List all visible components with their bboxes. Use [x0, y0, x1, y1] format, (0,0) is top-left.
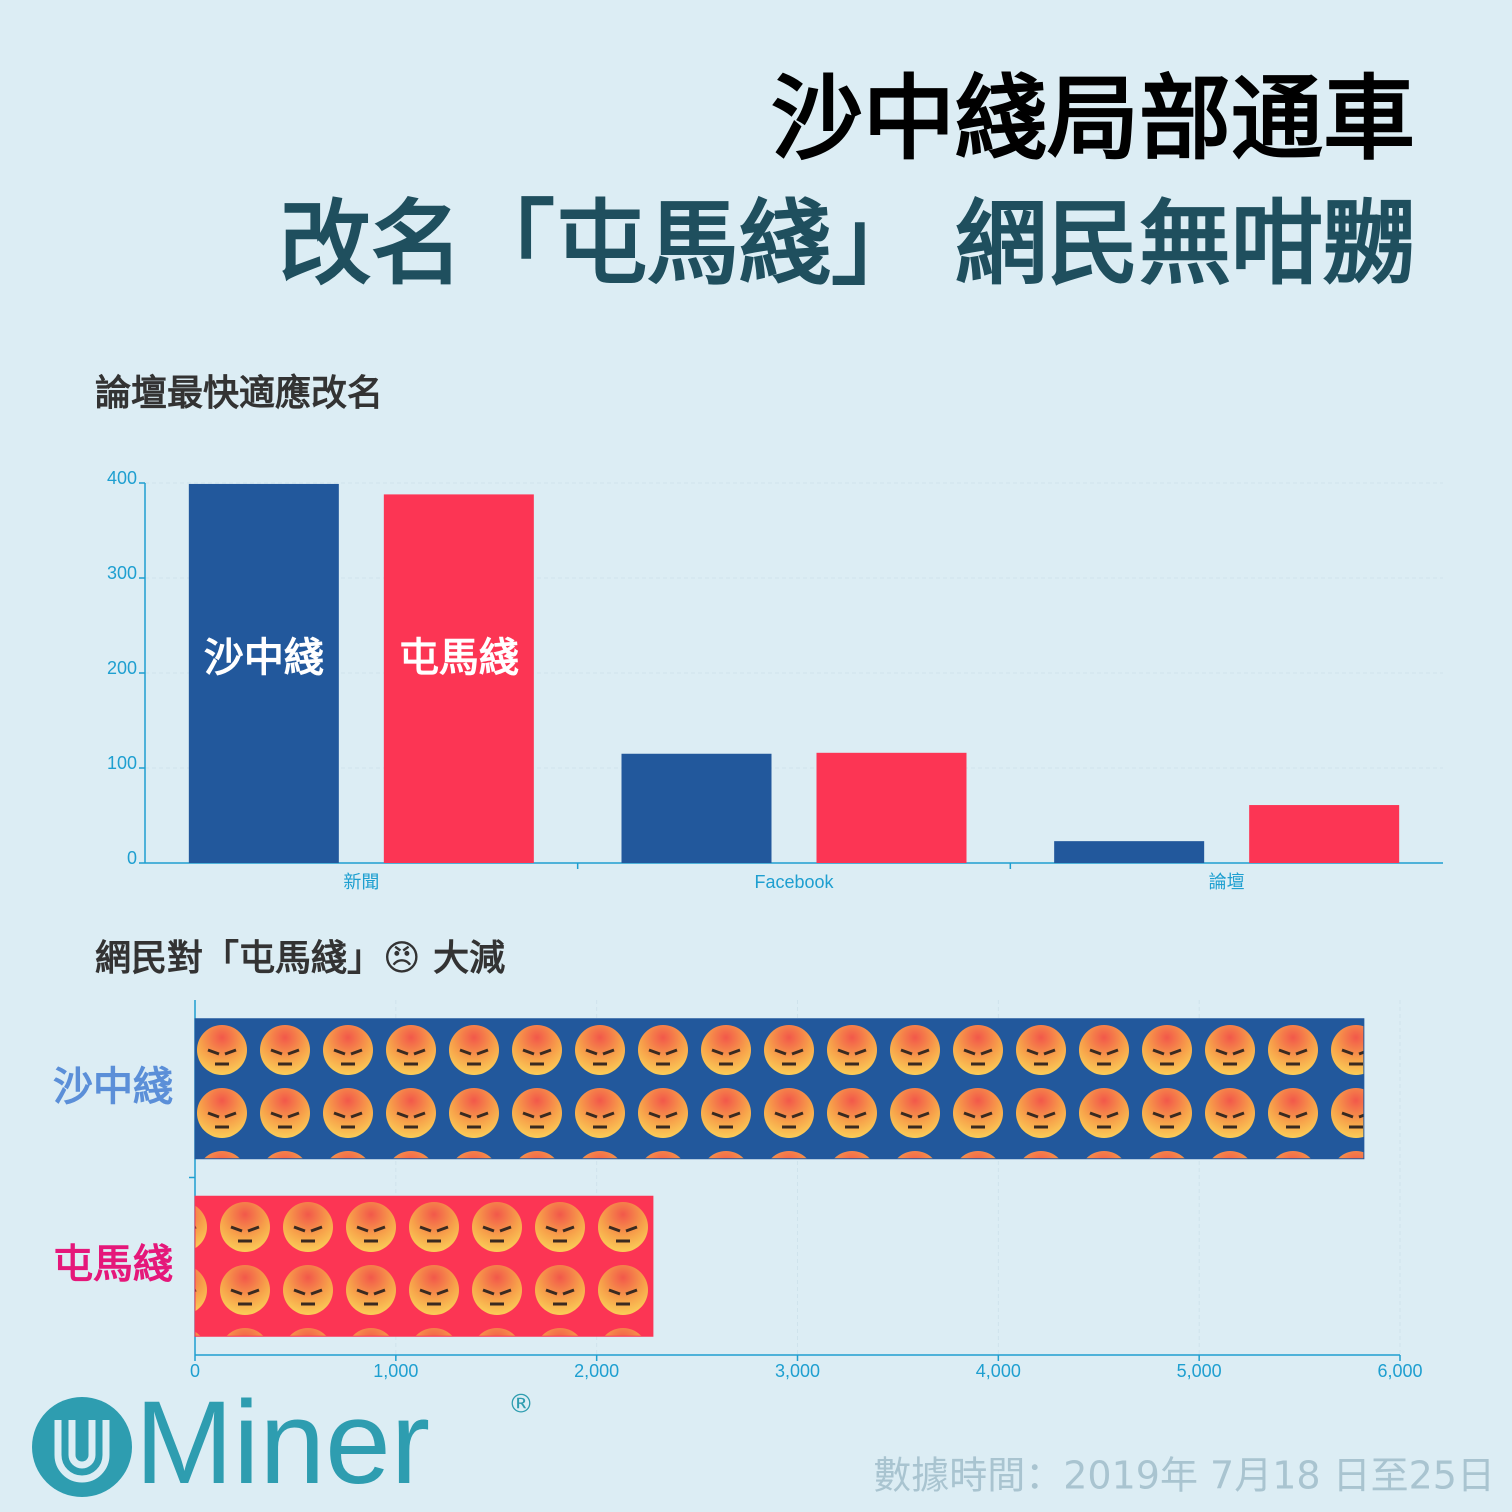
x-tick-label: 0 — [190, 1361, 200, 1381]
x-tick-label: 新聞 — [343, 872, 379, 892]
legend-label: 沙中綫 — [204, 635, 324, 681]
x-tick-label: Facebook — [754, 872, 834, 892]
x-tick-label: 論壇 — [1209, 872, 1245, 892]
chart-title: 網民對「屯馬綫」😠 大減 — [95, 938, 505, 979]
logo-text: Miner — [135, 1377, 430, 1509]
x-tick-label: 2,000 — [574, 1361, 619, 1381]
bar — [194, 1195, 654, 1337]
y-tick-label: 沙中綫 — [53, 1064, 173, 1110]
x-tick-label: 3,000 — [775, 1361, 820, 1381]
y-tick-label: 0 — [127, 848, 137, 868]
bar — [383, 494, 534, 863]
y-tick-label: 300 — [107, 563, 137, 583]
bar — [1249, 805, 1400, 863]
title: 沙中綫局部通車 — [771, 65, 1415, 172]
bar — [1054, 841, 1205, 863]
legend-label: 屯馬綫 — [399, 635, 519, 681]
x-tick-label: 4,000 — [976, 1361, 1021, 1381]
y-tick-label: 100 — [107, 753, 137, 773]
bar — [194, 1018, 1365, 1160]
source: 數據時間：2019年 7月18 日至25日 — [873, 1454, 1495, 1498]
logo-icon — [54, 1420, 110, 1483]
x-tick-label: 1,000 — [373, 1361, 418, 1381]
chart-title: 論壇最快適應改名 — [95, 372, 383, 414]
bar — [621, 753, 772, 863]
x-tick-label: 5,000 — [1177, 1361, 1222, 1381]
bar — [816, 752, 967, 863]
y-tick-label: 400 — [107, 468, 137, 488]
y-tick-label: 200 — [107, 658, 137, 678]
title: 改名「屯馬綫」 網民無咁嬲 — [279, 190, 1415, 297]
y-tick-label: 屯馬綫 — [53, 1241, 173, 1287]
logo: Miner ® — [32, 1377, 534, 1509]
x-tick-label: 6,000 — [1377, 1361, 1422, 1381]
bar — [188, 483, 339, 863]
logo-mark: ® — [508, 1390, 534, 1420]
